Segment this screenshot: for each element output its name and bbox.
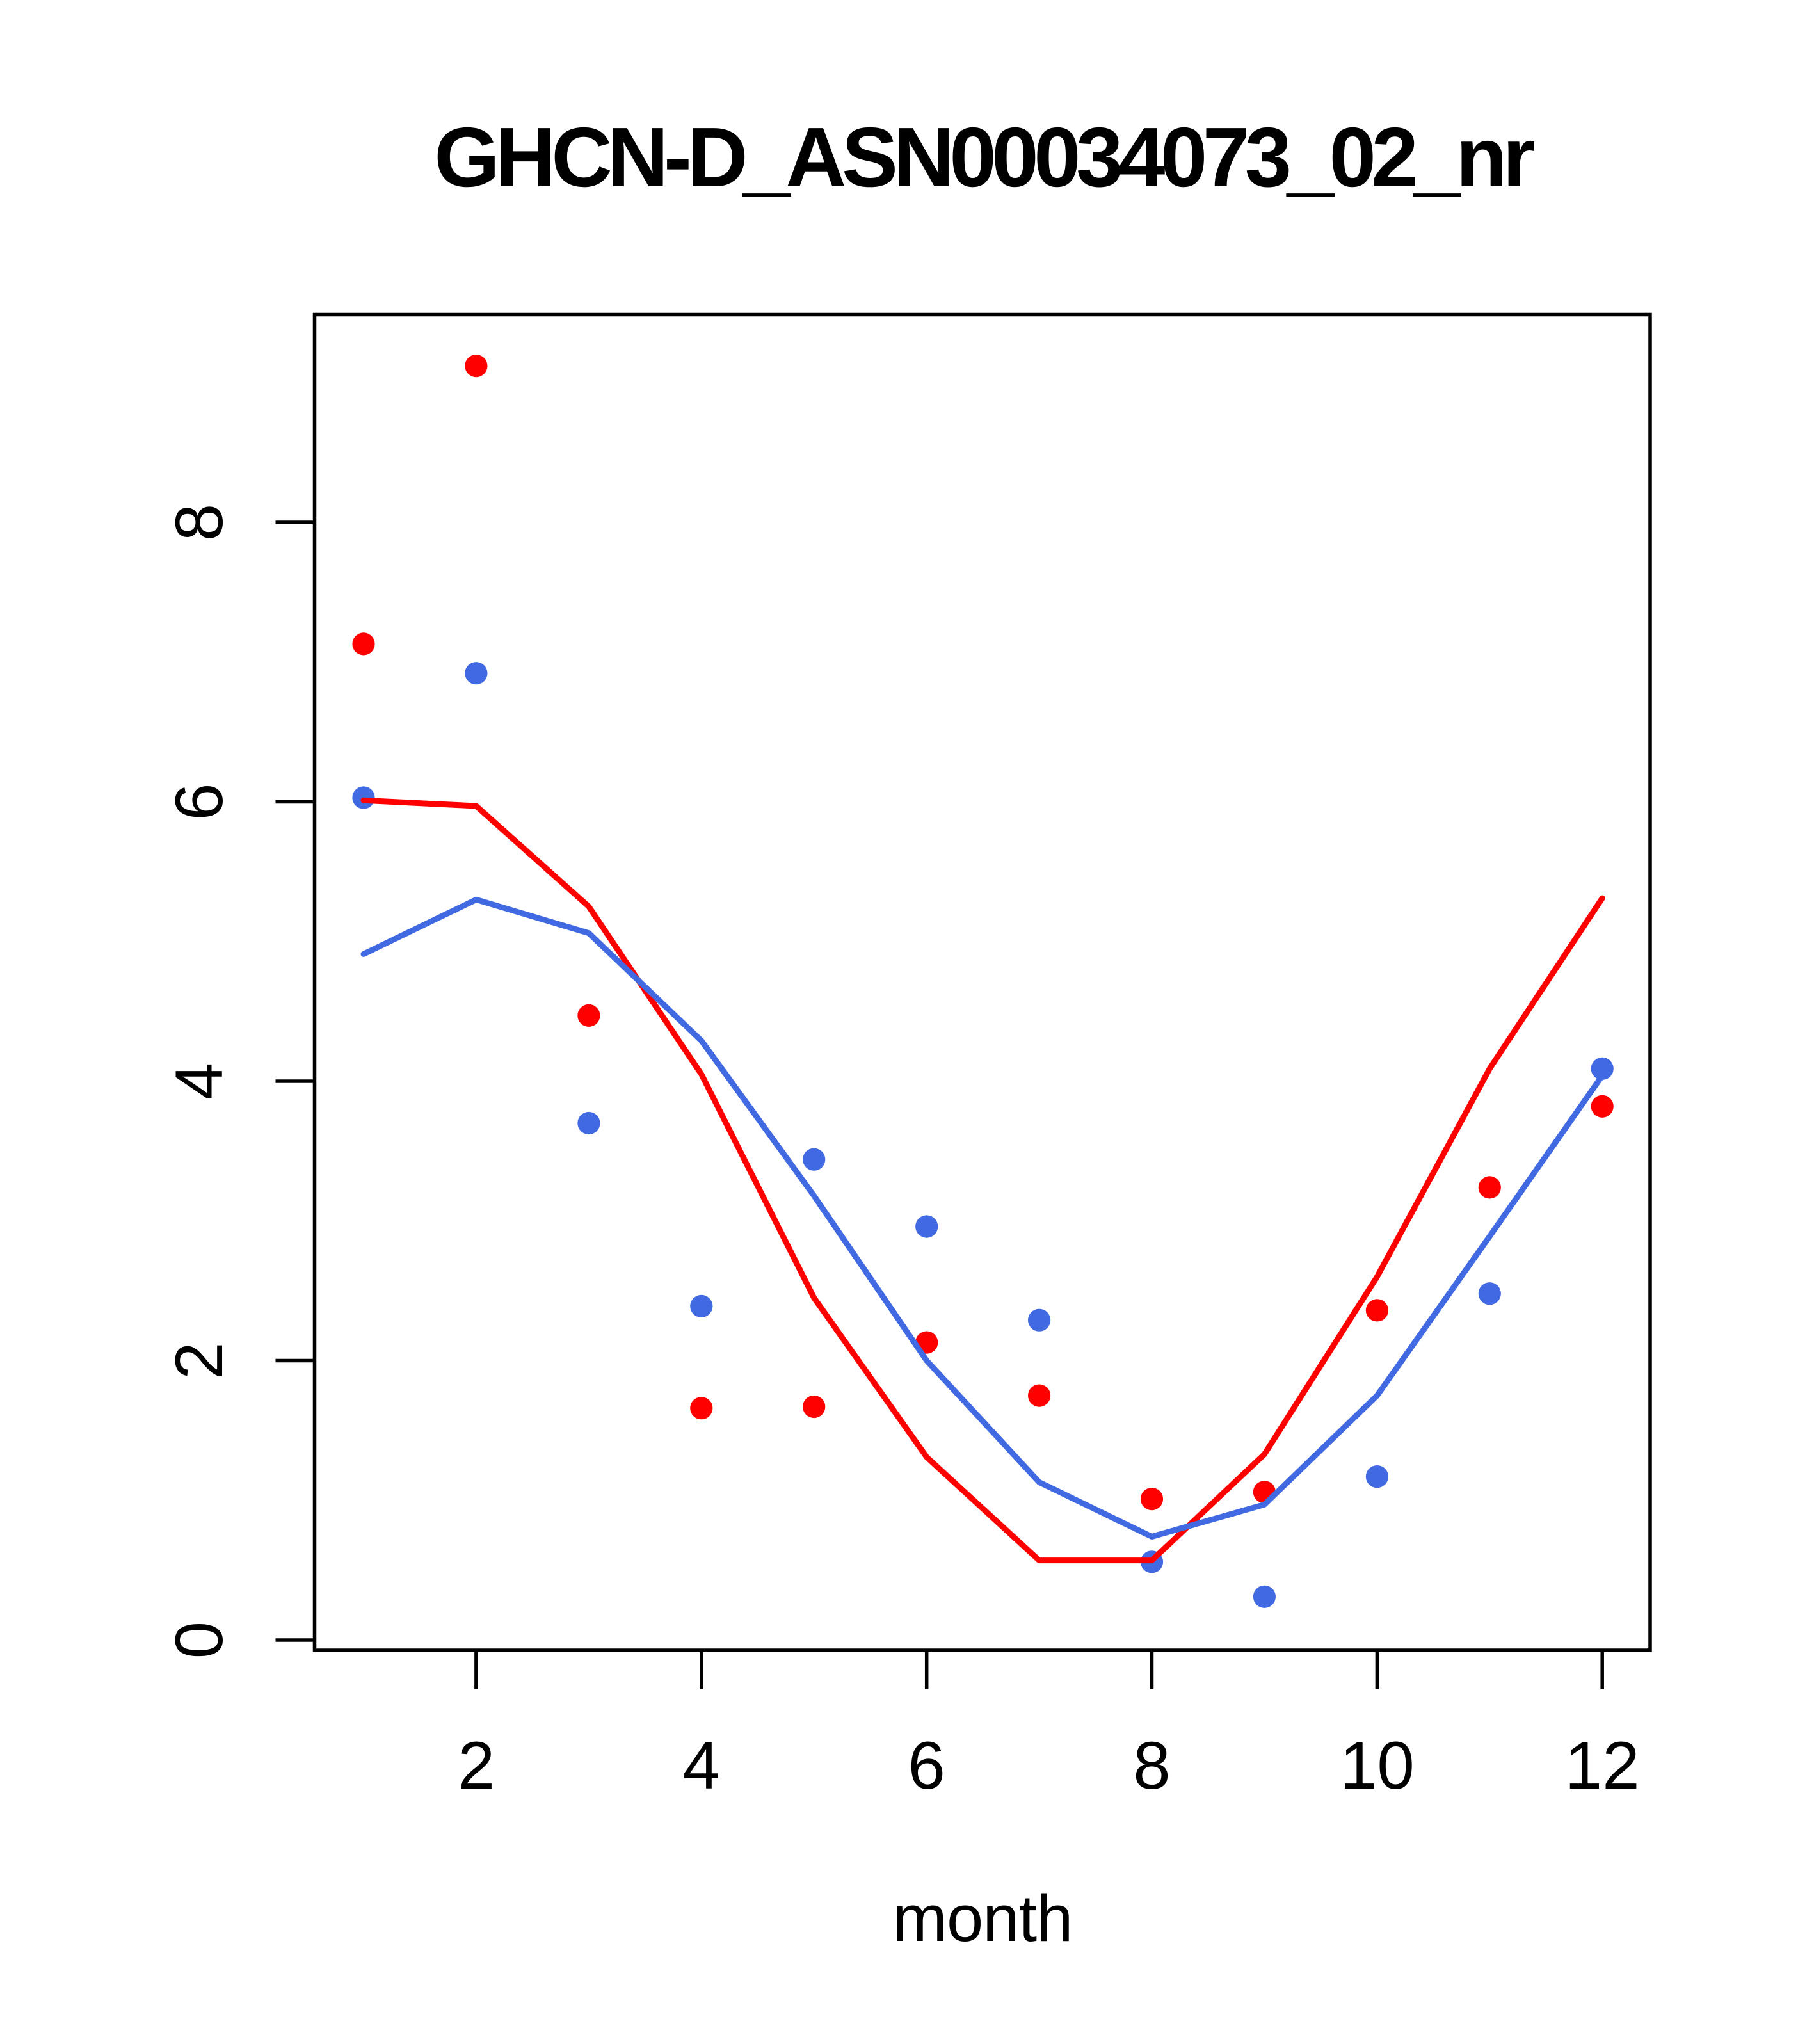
svg-text:month: month [892,1881,1072,1955]
svg-text:12: 12 [1565,1728,1640,1803]
svg-text:6: 6 [162,783,237,820]
svg-text:2: 2 [162,1342,237,1379]
svg-text:0: 0 [162,1622,237,1659]
svg-text:6: 6 [908,1728,945,1803]
svg-text:4: 4 [683,1728,720,1803]
svg-text:8: 8 [162,504,237,541]
svg-text:2: 2 [458,1728,495,1803]
svg-text:4: 4 [162,1063,237,1100]
svg-text:8: 8 [1133,1728,1170,1803]
svg-text:10: 10 [1340,1728,1415,1803]
svg-text:GHCN-D_ASN00034073_02_nr: GHCN-D_ASN00034073_02_nr [434,110,1534,204]
